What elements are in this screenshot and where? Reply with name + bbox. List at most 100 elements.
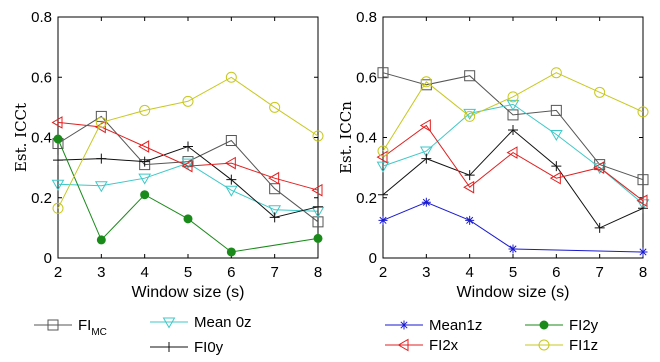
- data-point-fi2x: [419, 119, 431, 132]
- data-point-fi0y-shape: [638, 203, 648, 214]
- data-point-mean0z: [94, 181, 108, 193]
- data-point-fi1z-shape: [52, 202, 64, 214]
- data-point-fimc: [420, 79, 432, 91]
- data-point-mean0z-shape: [419, 146, 433, 158]
- data-point-mean1z: [378, 215, 388, 225]
- y-tick-label: 0: [44, 250, 52, 267]
- data-point-mean0z-shape: [506, 99, 520, 111]
- data-point-mean1z-shape: [638, 247, 648, 257]
- legend-entry-fi2y: FI2y: [525, 317, 599, 334]
- data-point-mean0z: [138, 173, 152, 185]
- data-point-mean0z-shape: [636, 199, 650, 211]
- x-tick-label: 2: [379, 264, 387, 281]
- legend-marker-fi2y-shape: [539, 320, 549, 330]
- data-point-fi0y: [551, 161, 562, 172]
- legend-label-subscript: MC: [91, 327, 107, 338]
- data-point-mean0z: [549, 129, 563, 141]
- legend-marker-mean1z: [399, 320, 409, 330]
- data-point-fi1z: [312, 130, 324, 142]
- legend-marker-fi2x: [397, 338, 409, 352]
- data-point-mean1z-shape: [465, 215, 475, 225]
- data-point-fi2y-shape: [140, 190, 150, 200]
- data-point-fi2x: [593, 161, 605, 174]
- data-point-mean0z: [51, 179, 65, 191]
- data-point-mean0z-shape: [268, 205, 282, 217]
- data-point-mean1z-shape: [508, 244, 518, 254]
- data-point-fi0y-shape: [96, 153, 107, 164]
- data-point-fi1z-shape: [507, 91, 519, 103]
- y-tick-label: 0.6: [31, 69, 52, 86]
- data-point-fi2y-shape: [53, 134, 63, 144]
- data-point-fi0y: [508, 124, 518, 135]
- legend-entry-fi0y: FI0y: [150, 339, 224, 356]
- data-point-mean0z: [636, 199, 650, 211]
- data-point-fi2y: [96, 235, 106, 245]
- legend-marker-fi2y: [539, 320, 549, 330]
- data-point-mean0z: [181, 158, 195, 170]
- data-point-fi1z-shape: [269, 101, 281, 113]
- series-fi0y: [378, 124, 648, 233]
- data-point-fi1z: [139, 104, 151, 116]
- series-line-fi1z: [382, 72, 644, 152]
- x-tick-label: 7: [270, 264, 278, 281]
- data-point-fi0y: [183, 141, 193, 152]
- data-point-mean0z: [224, 185, 238, 197]
- data-point-fi0y-shape: [421, 153, 432, 164]
- data-point-mean0z: [268, 205, 282, 217]
- legend-marker-fi1z-shape: [538, 339, 550, 351]
- x-tick-label: 5: [184, 264, 192, 281]
- data-point-fi0y: [226, 174, 237, 185]
- data-point-fi0y-shape: [226, 174, 237, 185]
- legend-label: FI2x: [429, 337, 459, 354]
- data-point-fi1z-shape: [139, 104, 151, 116]
- y-axis-label: Est. ICCt: [12, 103, 30, 172]
- data-point-fi1z: [550, 67, 562, 79]
- data-point-fi2x-shape: [224, 156, 236, 170]
- data-point-fi0y-shape: [53, 155, 63, 166]
- data-point-mean0z-shape: [94, 181, 108, 193]
- data-point-fi0y-shape: [594, 222, 605, 233]
- data-point-fi1z: [269, 101, 281, 113]
- legend-label: FI0y: [194, 339, 224, 356]
- data-point-mean0z-shape: [138, 173, 152, 185]
- data-point-fimc-shape: [550, 104, 562, 116]
- legend-entry-fimc: FIMC: [34, 317, 107, 338]
- data-point-fi1z: [182, 95, 194, 107]
- data-point-fi2x: [463, 180, 475, 194]
- data-point-fi1z: [95, 116, 107, 128]
- y-tick-label: 0: [369, 250, 377, 267]
- data-point-fimc-shape: [225, 135, 237, 147]
- series-line-fi1z: [57, 76, 319, 209]
- data-point-mean0z-shape: [376, 161, 390, 173]
- data-point-fi2x-shape: [463, 180, 475, 194]
- data-point-fi2x-shape: [51, 116, 63, 129]
- data-point-fi0y: [53, 155, 63, 166]
- x-tick-label: 2: [54, 264, 62, 281]
- data-point-fi0y-shape: [378, 189, 388, 200]
- data-point-fi0y: [594, 222, 605, 233]
- data-point-fi0y-shape: [313, 201, 323, 212]
- x-tick-label: 4: [140, 264, 148, 281]
- x-tick-label: 7: [595, 264, 603, 281]
- data-point-fi1z-shape: [464, 110, 476, 122]
- data-point-fi2x-shape: [268, 171, 280, 185]
- data-point-fi2y: [226, 247, 236, 257]
- data-point-fi2x: [376, 150, 388, 164]
- data-point-fi0y: [313, 201, 323, 212]
- legend-marker-fimc: [47, 319, 59, 331]
- data-point-fi1z: [594, 86, 606, 98]
- data-point-mean0z-shape: [549, 129, 563, 141]
- data-point-mean1z: [465, 215, 475, 225]
- data-point-fi2x-shape: [636, 194, 648, 208]
- y-axis-label: Est. ICCn: [337, 101, 355, 174]
- data-point-fi0y-shape: [269, 212, 280, 223]
- series-line-fi2x: [382, 124, 644, 202]
- x-tick-label: 4: [465, 264, 473, 281]
- x-tick-label: 8: [314, 264, 322, 281]
- data-point-fimc: [550, 104, 562, 116]
- x-axis-label: Window size (s): [132, 284, 245, 301]
- x-axis-label: Window size (s): [457, 284, 570, 301]
- y-tick-label: 0.2: [31, 190, 52, 207]
- data-point-fi0y-shape: [551, 161, 562, 172]
